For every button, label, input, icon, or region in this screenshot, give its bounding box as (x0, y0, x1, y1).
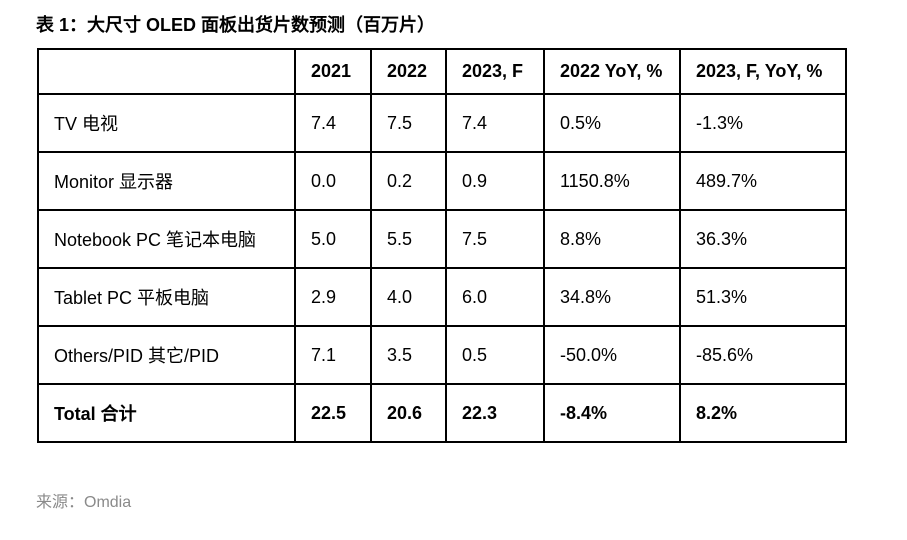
row-label: Others/PID 其它/PID (37, 325, 296, 385)
cell-2022: 7.5 (370, 93, 447, 153)
cell-2023f-yoy: 8.2% (679, 383, 847, 443)
cell-2023f: 6.0 (445, 267, 545, 327)
table-header-row: 2021 2022 2023, F 2022 YoY, % 2023, F, Y… (37, 48, 847, 95)
table-row-tablet-pc: Tablet PC 平板电脑 2.9 4.0 6.0 34.8% 51.3% (37, 267, 847, 327)
row-label: Total 合计 (37, 383, 296, 443)
header-cell-2023f: 2023, F (445, 48, 545, 95)
cell-2021: 5.0 (294, 209, 372, 269)
header-cell-2022: 2022 (370, 48, 447, 95)
cell-2022-yoy: -8.4% (543, 383, 681, 443)
row-label: Tablet PC 平板电脑 (37, 267, 296, 327)
cell-2021: 7.4 (294, 93, 372, 153)
cell-2021: 7.1 (294, 325, 372, 385)
cell-2022: 20.6 (370, 383, 447, 443)
cell-2022-yoy: 34.8% (543, 267, 681, 327)
table-row-total: Total 合计 22.5 20.6 22.3 -8.4% 8.2% (37, 383, 847, 443)
cell-2023f: 0.5 (445, 325, 545, 385)
header-cell-2022-yoy: 2022 YoY, % (543, 48, 681, 95)
cell-2021: 2.9 (294, 267, 372, 327)
oled-shipment-forecast-table: 2021 2022 2023, F 2022 YoY, % 2023, F, Y… (37, 48, 847, 443)
cell-2023f-yoy: 51.3% (679, 267, 847, 327)
cell-2021: 0.0 (294, 151, 372, 211)
cell-2023f-yoy: -1.3% (679, 93, 847, 153)
cell-2022: 0.2 (370, 151, 447, 211)
table-row-monitor: Monitor 显示器 0.0 0.2 0.9 1150.8% 489.7% (37, 151, 847, 211)
cell-2023f: 7.4 (445, 93, 545, 153)
header-cell-2023f-yoy: 2023, F, YoY, % (679, 48, 847, 95)
cell-2023f: 7.5 (445, 209, 545, 269)
cell-2022-yoy: 0.5% (543, 93, 681, 153)
cell-2023f-yoy: -85.6% (679, 325, 847, 385)
cell-2022: 3.5 (370, 325, 447, 385)
table-row-tv: TV 电视 7.4 7.5 7.4 0.5% -1.3% (37, 93, 847, 153)
cell-2023f-yoy: 36.3% (679, 209, 847, 269)
cell-2022-yoy: 1150.8% (543, 151, 681, 211)
cell-2022: 4.0 (370, 267, 447, 327)
cell-2022: 5.5 (370, 209, 447, 269)
cell-2022-yoy: -50.0% (543, 325, 681, 385)
cell-2022-yoy: 8.8% (543, 209, 681, 269)
cell-2023f: 0.9 (445, 151, 545, 211)
page-title: 表 1：大尺寸 OLED 面板出货片数预测（百万片） (36, 15, 436, 35)
header-cell-2021: 2021 (294, 48, 372, 95)
header-cell-category (37, 48, 296, 95)
source-note: 来源：Omdia (36, 494, 132, 511)
row-label: Monitor 显示器 (37, 151, 296, 211)
row-label: TV 电视 (37, 93, 296, 153)
row-label: Notebook PC 笔记本电脑 (37, 209, 296, 269)
cell-2021: 22.5 (294, 383, 372, 443)
cell-2023f-yoy: 489.7% (679, 151, 847, 211)
cell-2023f: 22.3 (445, 383, 545, 443)
table-row-notebook-pc: Notebook PC 笔记本电脑 5.0 5.5 7.5 8.8% 36.3% (37, 209, 847, 269)
table-row-others-pid: Others/PID 其它/PID 7.1 3.5 0.5 -50.0% -85… (37, 325, 847, 385)
